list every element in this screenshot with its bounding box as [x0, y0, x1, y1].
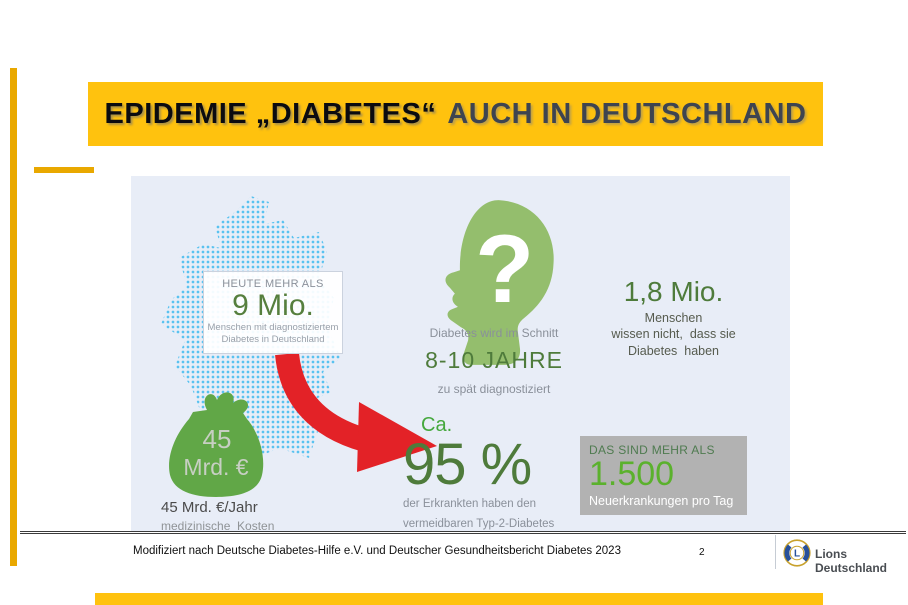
type2-prefix: Ca.: [421, 414, 453, 436]
type2-stat: Ca. 95 % der Erkrankten haben den vermei…: [403, 414, 583, 532]
new-cases-caption: Neuerkrankungen pro Tag: [589, 493, 734, 508]
logo-divider: [775, 535, 776, 569]
late-diagnosis-stat: Diabetes wird im Schnitt 8-10 JAHRE zu s…: [389, 326, 599, 396]
red-arrow-icon: [275, 352, 437, 472]
lions-monogram: L: [794, 549, 800, 560]
head-question-icon: ?: [445, 200, 554, 365]
lions-emblem-icon: L: [783, 539, 811, 567]
left-accent-bar: [10, 68, 17, 566]
footer-divider: [20, 531, 906, 534]
money-bag-icon: 45 Mrd. €: [169, 392, 264, 497]
new-cases-intro: DAS SIND MEHR ALS: [589, 443, 715, 457]
costs-caption: 45 Mrd. €/Jahr medizinische Kosten: [161, 499, 321, 533]
bag-unit-label: Mrd. €: [183, 454, 248, 480]
diagnosed-line1: Menschen mit diagnostiziertem: [207, 322, 339, 334]
page-number: 2: [699, 547, 705, 558]
diagnosed-stat-card: HEUTE MEHR ALS 9 Mio. Menschen mit diagn…: [203, 271, 343, 355]
infographic-panel: ? 45 Mrd. € HEUTE MEHR ALS 9 Mio. Mensch…: [131, 176, 790, 533]
late-outro: zu spät diagnostiziert: [437, 382, 551, 396]
bottom-accent-bar: [95, 593, 823, 605]
type2-line2: vermeidbaren Typ-2-Diabetes: [403, 518, 555, 531]
type2-number: 95 %: [403, 432, 532, 497]
new-cases-number: 1.500: [589, 455, 675, 493]
unaware-line2: wissen nicht, dass sie: [611, 327, 736, 342]
unaware-stat: 1,8 Mio. Menschen wissen nicht, dass sie…: [586, 276, 761, 359]
unaware-line3: Diabetes haben: [627, 343, 720, 358]
slide-title: EPIDEMIE „DIABETES“ AUCH IN DEUTSCHLAND: [88, 82, 823, 146]
type2-line1: der Erkrankten haben den: [403, 498, 536, 511]
bag-value-label: 45: [203, 424, 232, 454]
unaware-line1: Menschen: [644, 311, 703, 325]
title-part-1: EPIDEMIE „DIABETES“: [104, 97, 437, 130]
diagnosed-number: 9 Mio.: [232, 289, 314, 322]
accent-dash: [34, 167, 94, 173]
new-cases-stat-card: DAS SIND MEHR ALS 1.500 Neuerkrankungen …: [580, 436, 747, 515]
diagnosed-intro: HEUTE MEHR ALS: [222, 278, 324, 290]
source-citation: Modifiziert nach Deutsche Diabetes-Hilfe…: [133, 545, 621, 557]
costs-caption-label: medizinische Kosten: [161, 519, 275, 533]
late-number: 8-10 JAHRE: [425, 347, 563, 373]
title-part-2: AUCH IN DEUTSCHLAND: [447, 97, 807, 130]
question-mark-glyph: ?: [475, 216, 534, 323]
unaware-number: 1,8 Mio.: [623, 276, 724, 307]
late-intro: Diabetes wird im Schnitt: [429, 326, 559, 340]
costs-caption-value: 45 Mrd. €/Jahr: [161, 499, 258, 516]
lions-logo-label: Lions Deutschland: [815, 547, 888, 575]
diagnosed-line2: Diabetes in Deutschland: [221, 334, 325, 346]
